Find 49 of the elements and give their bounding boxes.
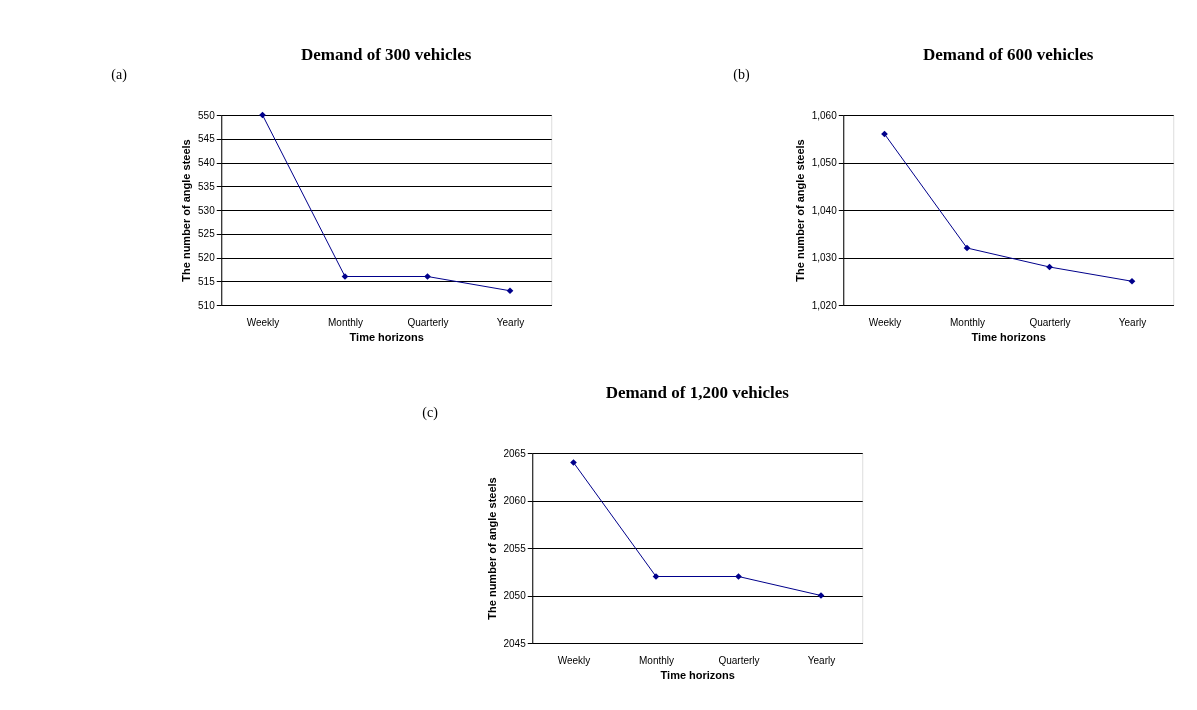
y-tick-label: 515: [198, 275, 216, 287]
x-tick-label: Weekly: [246, 316, 280, 328]
y-tick-label: 550: [198, 109, 216, 121]
y-tick-label: 1,020: [811, 299, 838, 311]
y-tick-label: 1,050: [811, 157, 838, 168]
x-axis-title: Time horizons: [660, 668, 735, 681]
y-tick-label: 1,040: [811, 204, 838, 216]
x-tick-label: Weekly: [557, 654, 591, 666]
y-tick-label: 2045: [503, 637, 527, 649]
y-tick-label: 525: [198, 228, 216, 240]
y-tick-label: 540: [198, 157, 216, 168]
y-axis-title: The number of angle steels: [485, 477, 498, 620]
y-tick-label: 545: [198, 133, 216, 145]
x-tick-label: Quarterly: [1029, 316, 1071, 328]
x-tick-label: Weekly: [868, 316, 902, 328]
y-tick-label: 2060: [503, 495, 527, 506]
y-axis-title: The number of angle steels: [180, 139, 193, 282]
y-tick-label: 1,030: [811, 252, 838, 263]
y-tick-label: 520: [198, 252, 216, 263]
x-tick-label: Quarterly: [718, 654, 760, 666]
y-tick-label: 535: [198, 180, 216, 192]
y-tick-label: 2055: [503, 542, 527, 554]
point: [424, 273, 431, 280]
x-tick-label: Monthly: [949, 316, 986, 328]
text: (c): [422, 405, 439, 421]
chart-title: Demand of 300 vehicles: [301, 45, 472, 64]
y-tick-label: 2065: [503, 447, 527, 459]
x-tick-label: Monthly: [638, 654, 675, 666]
y-tick-label: 2050: [503, 590, 527, 601]
x-tick-label: Yearly: [1118, 316, 1147, 328]
point: [735, 573, 742, 580]
x-axis-title: Time horizons: [971, 330, 1046, 343]
chart-title: Demand of 1,200 vehicles: [605, 383, 790, 402]
point: [506, 287, 514, 295]
point: [963, 244, 971, 252]
text: (a): [111, 67, 128, 83]
y-tick-label: 510: [198, 299, 216, 311]
text: (b): [733, 67, 750, 83]
x-tick-label: Quarterly: [407, 316, 449, 328]
y-tick-label: 1,060: [811, 109, 838, 121]
x-axis-title: Time horizons: [349, 330, 424, 343]
x-tick-label: Yearly: [807, 654, 836, 666]
point: [1128, 277, 1136, 285]
x-tick-label: Yearly: [496, 316, 525, 328]
y-tick-label: 530: [198, 204, 216, 216]
y-axis-title: The number of angle steels: [793, 139, 806, 282]
point: [570, 459, 577, 466]
x-tick-label: Monthly: [327, 316, 364, 328]
chart-title: Demand of 600 vehicles: [923, 45, 1094, 64]
